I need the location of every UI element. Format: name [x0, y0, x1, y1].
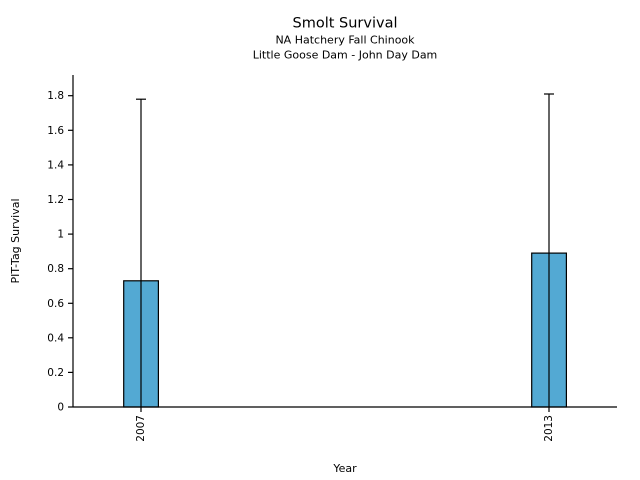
chart-subtitle-line-1: NA Hatchery Fall Chinook — [275, 34, 415, 47]
x-axis-label: Year — [332, 462, 357, 475]
chart-subtitle-line-2: Little Goose Dam - John Day Dam — [253, 49, 438, 62]
y-tick-label: 1.6 — [47, 125, 64, 137]
y-tick-label: 1 — [57, 229, 64, 241]
y-tick-label: 1.8 — [47, 90, 64, 102]
y-tick-label: 1.4 — [47, 159, 64, 171]
y-tick-label: 0.6 — [47, 298, 64, 310]
x-tick-label: 2013 — [543, 415, 555, 442]
y-tick-label: 0.2 — [47, 367, 64, 379]
plot-area: 0 0.2 0.4 0.6 0.8 1 1.2 1.4 1.6 1.8 2007 2013 — [47, 75, 617, 442]
y-tick-label: 0.4 — [47, 332, 64, 344]
chart-title: Smolt Survival — [293, 16, 398, 32]
y-axis-label: PIT-Tag Survival — [9, 198, 22, 283]
y-tick-label: 0.8 — [47, 263, 64, 275]
x-tick-label: 2007 — [135, 415, 147, 442]
y-tick-label: 0 — [57, 402, 64, 414]
y-tick-label: 1.2 — [47, 194, 64, 206]
